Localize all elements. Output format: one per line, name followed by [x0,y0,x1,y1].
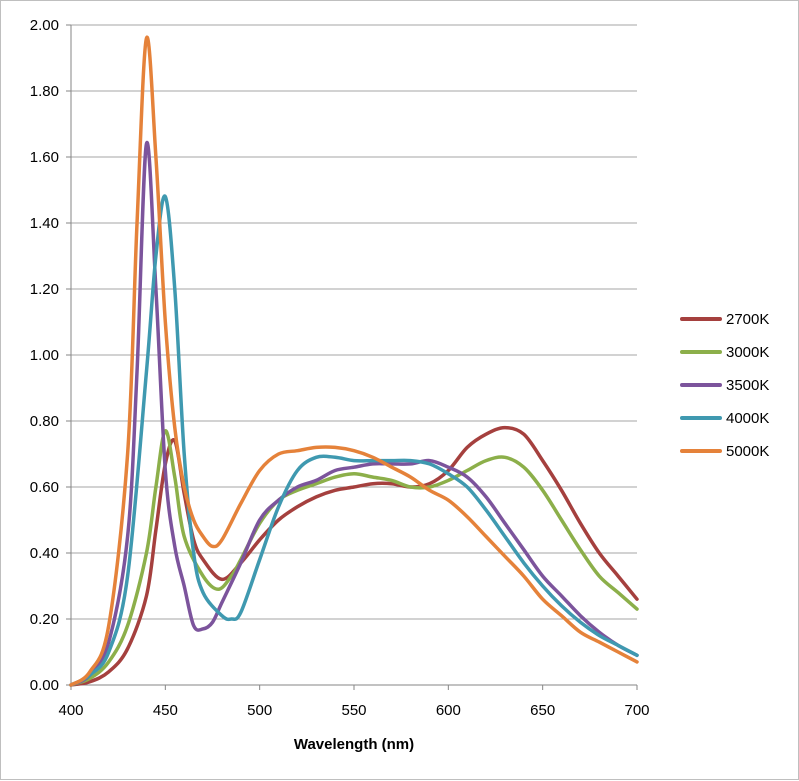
legend-label: 3500K [726,377,769,394]
series-line-2700k [69,425,639,687]
x-axis-title: Wavelength (nm) [294,736,414,753]
x-tick-label: 650 [530,702,555,719]
legend: 2700K 3000K 3500K 4000K 5000K [680,311,769,460]
legend-label: 3000K [726,344,769,361]
legend-label: 2700K [726,311,769,328]
x-tick-label: 500 [247,702,272,719]
x-tick-label: 600 [436,702,461,719]
x-tick-label: 450 [153,702,178,719]
y-tick-label: 1.40 [30,215,59,232]
y-tick-label: 0.00 [30,677,59,694]
series-lines [69,35,639,687]
x-tick-label: 400 [58,702,83,719]
legend-label: 4000K [726,410,769,427]
y-tick-label: 1.60 [30,149,59,166]
x-tick-label: 550 [341,702,366,719]
y-tick-label: 1.20 [30,281,59,298]
series-line-4000k [69,194,639,687]
series-line-3500k [69,140,639,687]
y-tick-label: 0.40 [30,545,59,562]
y-tick-label: 2.00 [30,17,59,34]
x-tick-label: 700 [624,702,649,719]
series-line-3000k [69,429,639,687]
y-tick-label: 1.00 [30,347,59,364]
axes: 0.00 0.20 0.40 0.60 0.80 1.00 1.20 1.40 1.60 1.80… [30,17,650,719]
y-tick-label: 1.80 [30,83,59,100]
series-line-5000k [69,35,639,687]
y-tick-label: 0.80 [30,413,59,430]
y-tick-label: 0.60 [30,479,59,496]
y-tick-label: 0.20 [30,611,59,628]
legend-label: 5000K [726,443,769,460]
